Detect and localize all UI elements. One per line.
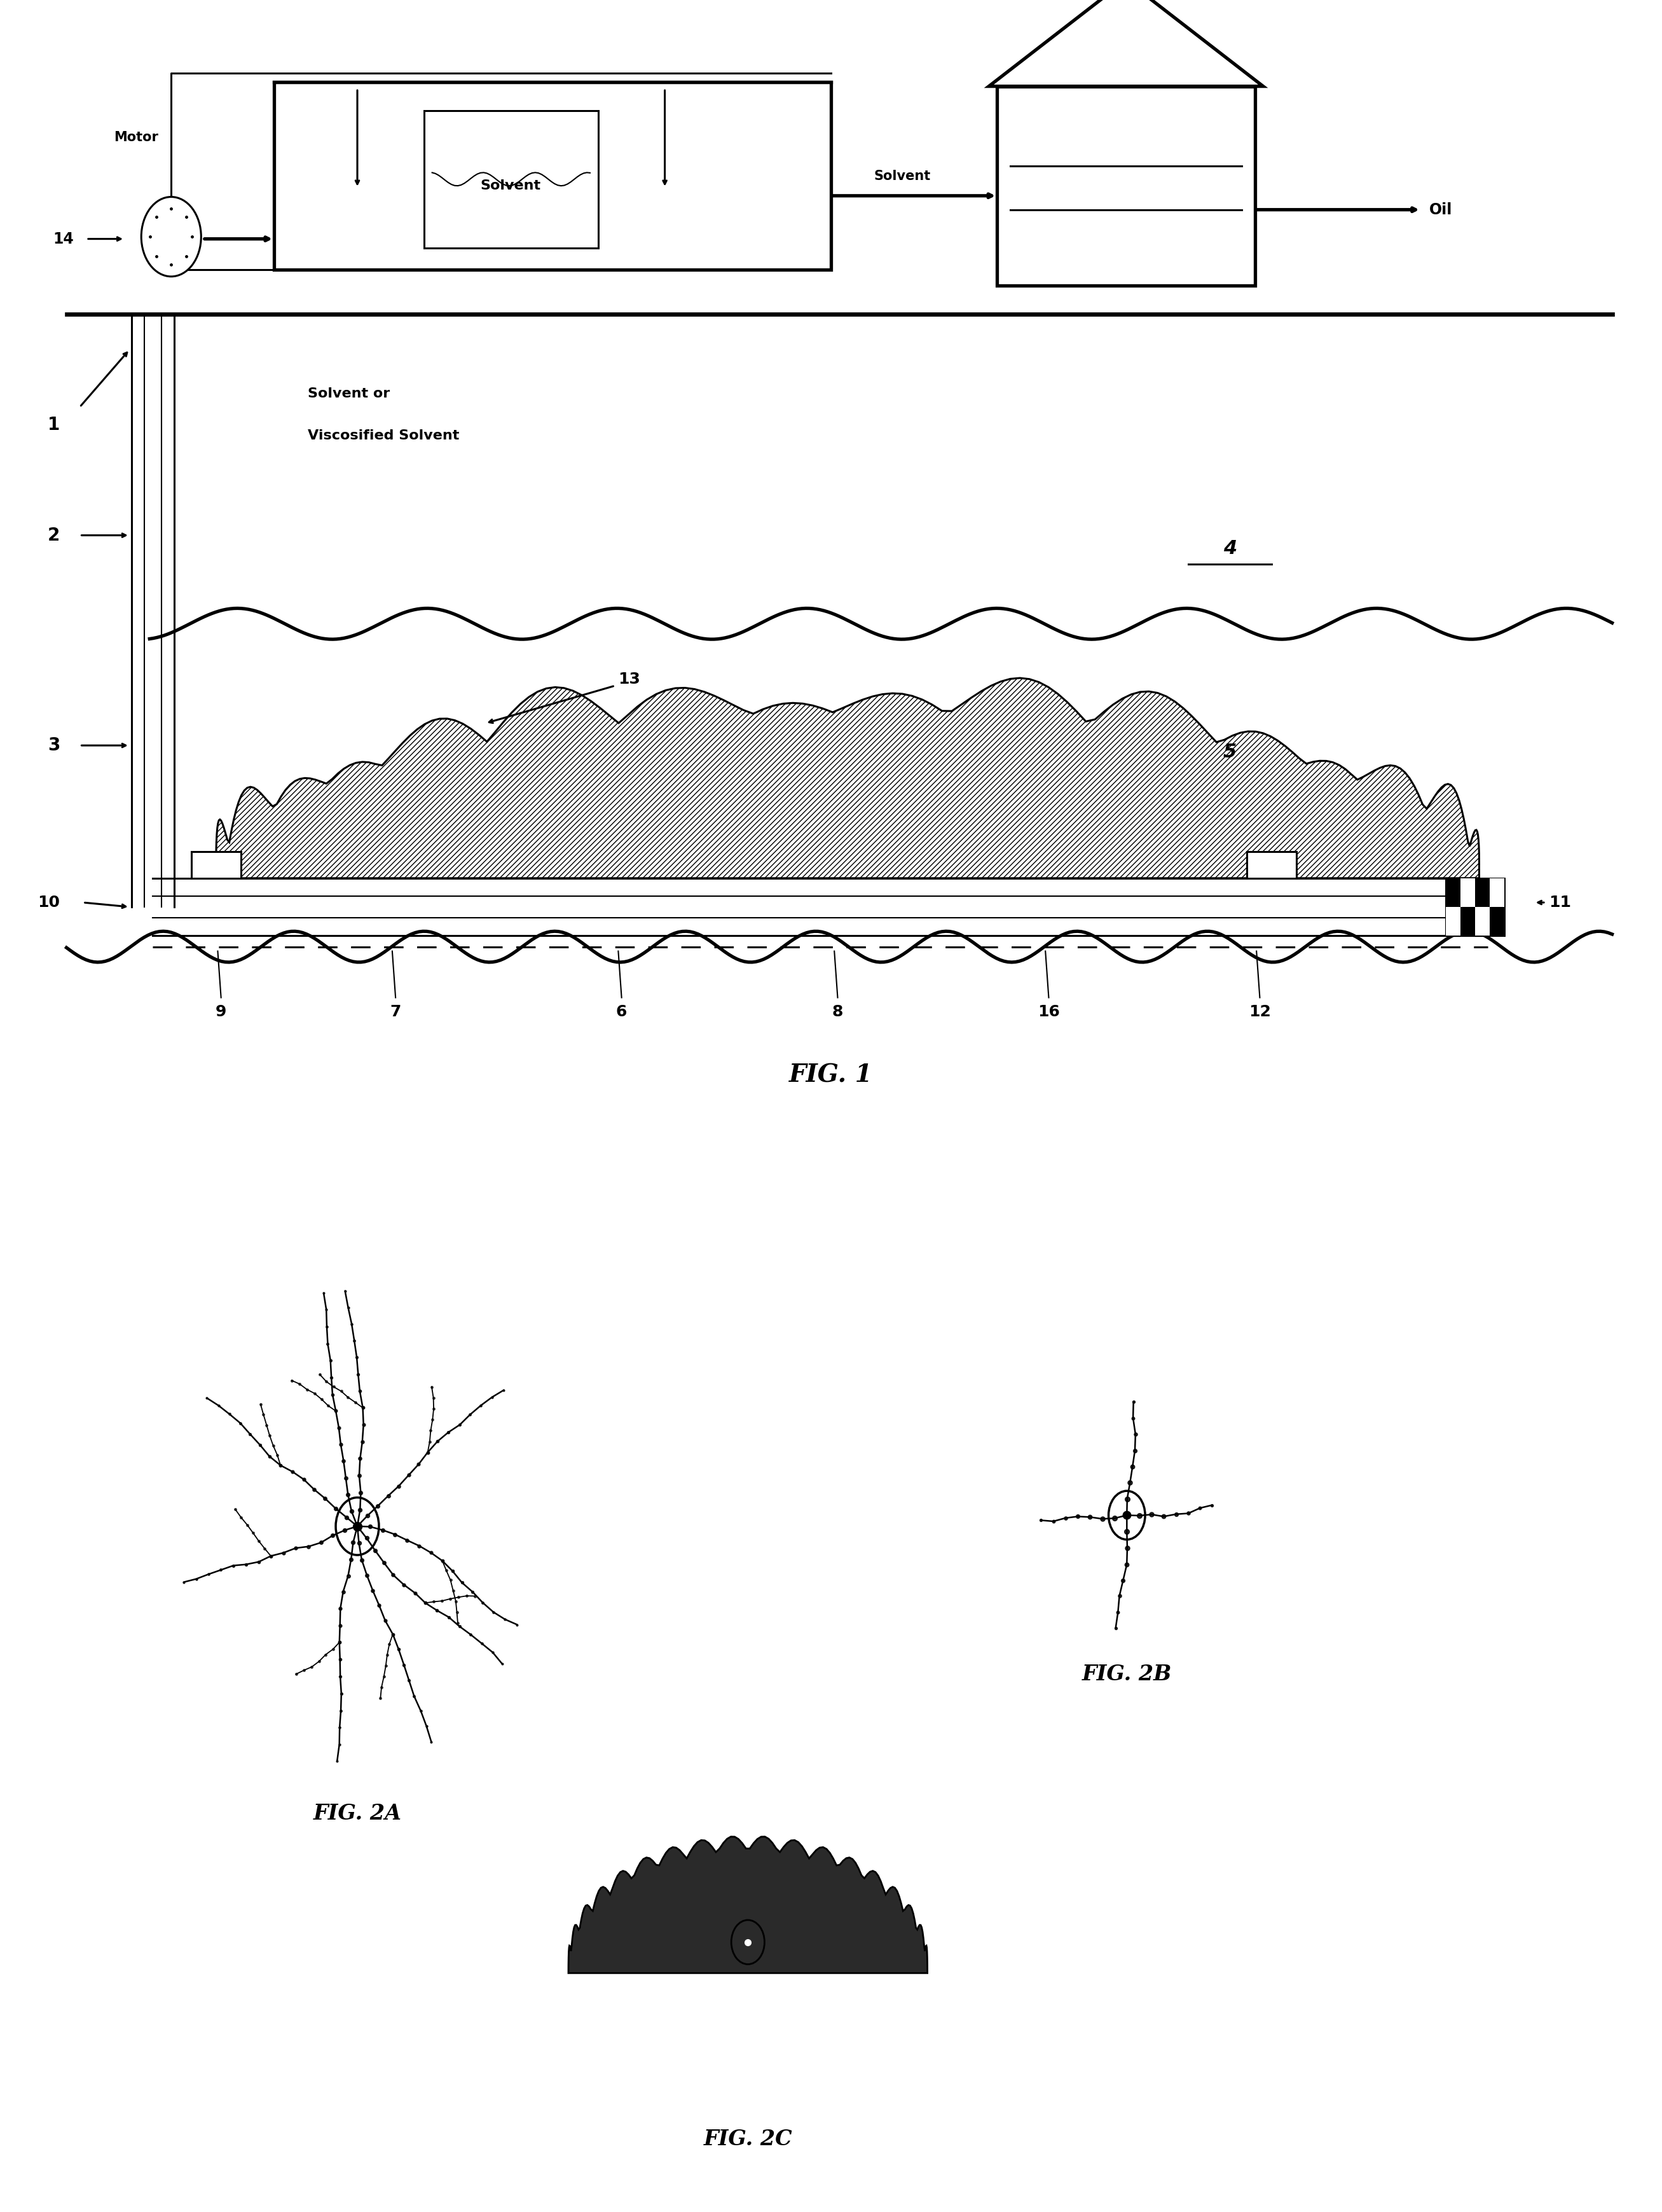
Text: 8: 8 — [833, 1004, 843, 1020]
Text: FIG. 2A: FIG. 2A — [312, 1803, 402, 1825]
Text: 7: 7 — [391, 1004, 401, 1020]
Text: 6: 6 — [617, 1004, 627, 1020]
Text: 1: 1 — [48, 416, 60, 434]
Text: 9: 9 — [216, 1004, 226, 1020]
Text: Solvent: Solvent — [874, 170, 931, 184]
Polygon shape — [216, 679, 1479, 878]
Text: 4: 4 — [1223, 540, 1237, 557]
Bar — [1446, 878, 1504, 936]
Text: FIG. 1: FIG. 1 — [789, 1064, 873, 1086]
Text: 10: 10 — [38, 896, 60, 909]
Bar — [1461, 878, 1476, 907]
Text: Motor: Motor — [115, 131, 158, 144]
Text: FIG. 2B: FIG. 2B — [1082, 1663, 1172, 1686]
Circle shape — [141, 197, 201, 276]
Text: Solvent or: Solvent or — [307, 387, 389, 400]
Bar — [1474, 907, 1489, 936]
Text: Viscosified Solvent: Viscosified Solvent — [307, 429, 459, 442]
Bar — [1246, 852, 1296, 878]
Text: 5: 5 — [1223, 743, 1237, 761]
Bar — [424, 111, 598, 248]
Polygon shape — [568, 1836, 927, 1973]
Text: 2: 2 — [48, 526, 60, 544]
Text: 12: 12 — [1248, 1004, 1271, 1020]
Text: FIG. 2C: FIG. 2C — [703, 2128, 793, 2150]
Polygon shape — [989, 0, 1263, 86]
Text: Oil: Oil — [1429, 201, 1453, 217]
Text: 11: 11 — [1549, 896, 1571, 909]
Bar — [997, 86, 1255, 285]
Bar — [1489, 878, 1504, 907]
Text: 13: 13 — [618, 672, 640, 686]
Text: 16: 16 — [1037, 1004, 1060, 1020]
Text: Solvent: Solvent — [480, 179, 540, 192]
Bar — [274, 82, 831, 270]
Text: 3: 3 — [48, 737, 60, 754]
Text: 14: 14 — [53, 232, 73, 246]
Bar — [1446, 907, 1461, 936]
Bar — [191, 852, 241, 878]
